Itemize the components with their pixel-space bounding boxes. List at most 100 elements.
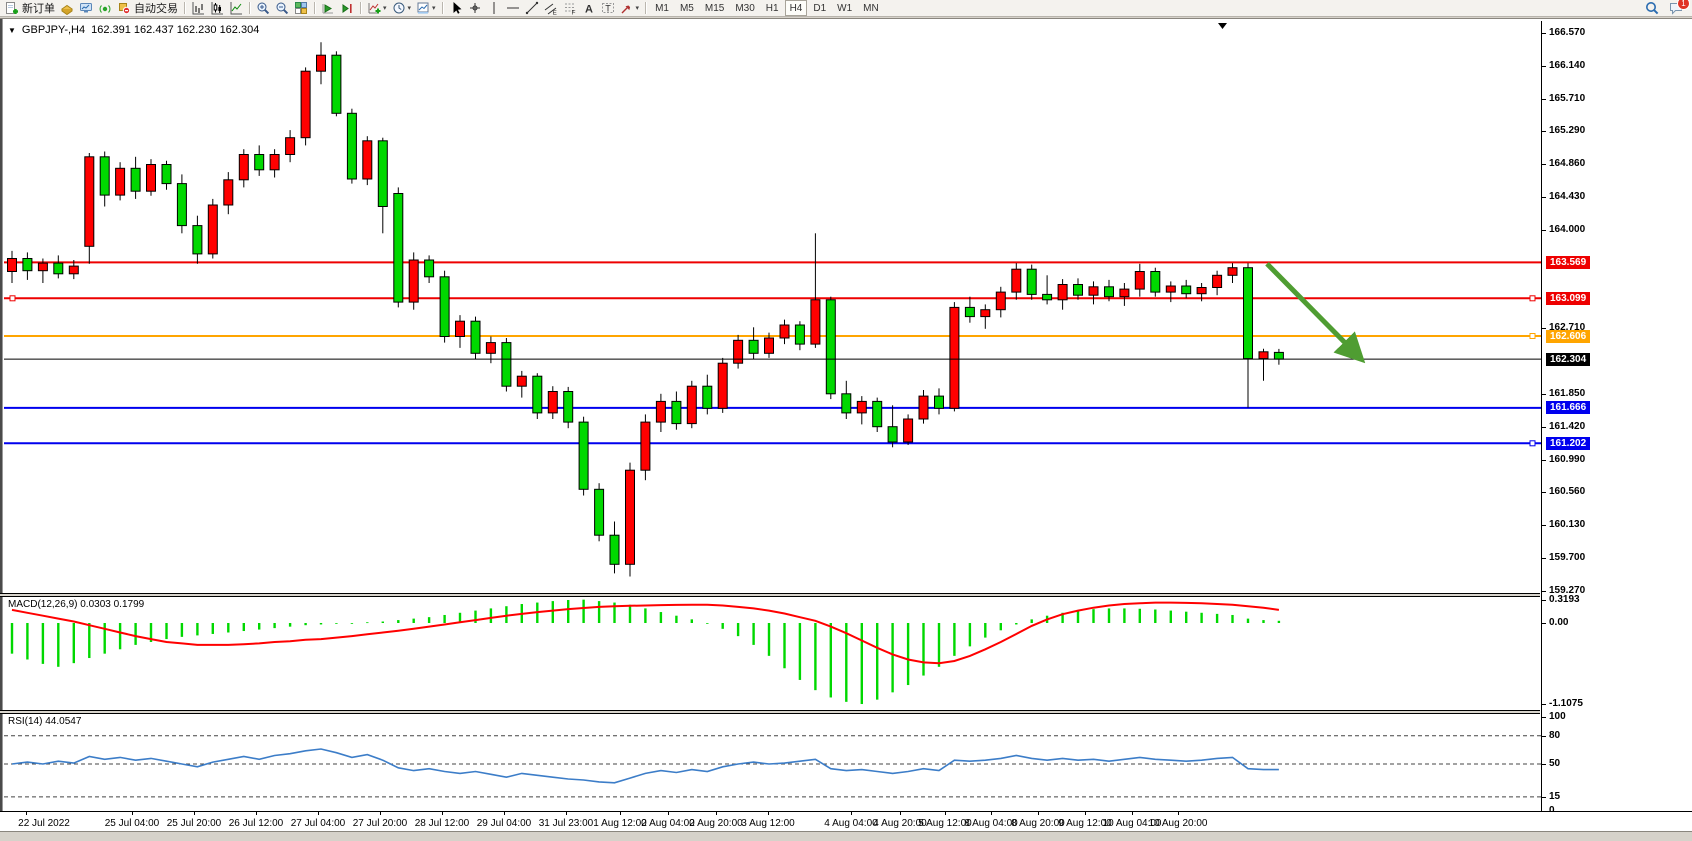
notification-badge: 1	[1677, 0, 1690, 10]
time-label: 31 Jul 23:00	[538, 818, 594, 829]
macd-histogram-bar	[304, 623, 307, 626]
rsi-tick-0: 0	[1549, 805, 1555, 816]
time-axis[interactable]: 22 Jul 2022 25 Jul 04:00 25 Jul 20:00 26 Ju…	[0, 811, 1692, 832]
time-label: 27 Jul 04:00	[290, 818, 346, 829]
timeframe-h1-button[interactable]: H1	[765, 2, 779, 14]
candle-body	[377, 140, 388, 207]
candle-body	[238, 154, 249, 181]
candle-body	[7, 258, 17, 272]
arrows-button[interactable]: ▾	[618, 1, 642, 16]
macd-histogram-bar	[1076, 610, 1080, 623]
line-handle[interactable]	[1529, 295, 1536, 302]
candle-body	[625, 469, 635, 565]
indicators-button[interactable]: ▾	[365, 1, 389, 16]
candle-body	[130, 167, 141, 192]
toolbar: 新订单 自动交易 ▾ ▾ ▾ E F A T ▾ M1 M5 M15 M30 H1 H4 D1 W1 MN 1	[0, 0, 1692, 17]
macd-histogram-bar	[675, 615, 678, 623]
axis-tick	[1542, 229, 1546, 231]
time-tick	[318, 812, 319, 815]
macd-histogram-bar	[41, 623, 45, 664]
candle-body	[872, 400, 883, 428]
axis-tick	[1542, 703, 1546, 705]
text-label-button[interactable]: T	[599, 1, 617, 16]
rsi-tick-15: 15	[1549, 790, 1561, 802]
timeframe-w1-button[interactable]: W1	[837, 2, 853, 14]
trend-arrow-annotation[interactable]	[1265, 262, 1366, 364]
autotrading-button[interactable]: 自动交易	[115, 1, 180, 16]
chart-line-button[interactable]	[227, 1, 245, 16]
text-button[interactable]: A	[580, 1, 598, 16]
market-watch-icon	[80, 3, 92, 13]
line-handle[interactable]	[1529, 333, 1536, 339]
macd-values: 0.0303 0.1799	[80, 599, 145, 610]
time-tick	[668, 812, 669, 815]
chart-line-icon	[230, 2, 242, 15]
pane-splitter[interactable]	[0, 593, 1540, 597]
macd-histogram-bar	[953, 623, 956, 656]
price-axis[interactable]: 166.570 166.140 165.710 165.290 164.860 164.4…	[1541, 21, 1692, 816]
rsi-pane[interactable]	[4, 714, 1541, 811]
equidistant-channel-button[interactable]: E	[542, 1, 560, 16]
chat-button[interactable]: 1	[1667, 0, 1690, 16]
line-handle[interactable]	[9, 295, 16, 302]
chart-bars-button[interactable]	[189, 1, 207, 16]
macd-histogram-bar	[57, 623, 60, 667]
svg-text:F: F	[571, 10, 575, 16]
fibonacci-button[interactable]: F	[561, 1, 579, 16]
chart-candles-button[interactable]	[208, 1, 226, 16]
time-label: 25 Jul 04:00	[104, 818, 160, 829]
candle-body	[1134, 271, 1145, 290]
axis-tick	[1542, 459, 1546, 461]
candle-body	[995, 291, 1006, 311]
macd-histogram-bar	[227, 623, 230, 633]
macd-histogram-bar	[149, 623, 153, 642]
horizontal-line-button[interactable]	[504, 1, 522, 16]
price-tick-159.270: 159.270	[1549, 585, 1586, 596]
templates-button[interactable]: ▾	[414, 1, 438, 16]
timeframe-mn-button[interactable]: MN	[863, 2, 879, 14]
svg-text:T: T	[605, 4, 611, 14]
timeframe-m1-button[interactable]: M1	[655, 2, 669, 14]
chart-collapse-icon[interactable]: ▼	[8, 25, 16, 35]
candle-body	[1181, 285, 1192, 295]
pane-splitter-2[interactable]	[0, 710, 1540, 714]
auto-scroll-icon	[322, 4, 333, 14]
horizontal-line-icon	[506, 7, 519, 9]
price-chart-pane[interactable]	[4, 21, 1541, 593]
new-order-button[interactable]: 新订单	[3, 1, 57, 16]
signals-button[interactable]	[96, 1, 114, 16]
crosshair-button[interactable]	[466, 1, 484, 16]
macd-histogram-bar	[26, 623, 29, 660]
trendline-button[interactable]	[523, 1, 541, 16]
candle-body	[1119, 288, 1130, 298]
macd-histogram-bar	[211, 623, 214, 634]
line-handle[interactable]	[1529, 440, 1536, 447]
cursor-button[interactable]	[447, 1, 465, 16]
timeframe-d1-button[interactable]: D1	[813, 2, 827, 14]
axis-tick	[1542, 735, 1546, 737]
zoom-out-button[interactable]	[273, 1, 291, 16]
profiles-button[interactable]	[58, 1, 76, 16]
macd-pane[interactable]	[4, 597, 1541, 710]
timeframe-m15-button[interactable]: M15	[704, 2, 725, 14]
trendline-icon	[525, 1, 538, 15]
price-tick-161.850: 161.850	[1549, 387, 1586, 399]
vertical-line-button[interactable]	[485, 1, 503, 16]
timeframe-m5-button[interactable]: M5	[679, 2, 694, 14]
macd-histogram-bar	[1015, 623, 1018, 625]
auto-scroll-button[interactable]	[319, 1, 337, 16]
macd-histogram-bar	[505, 606, 508, 623]
candle-body	[887, 426, 898, 443]
chart-shift-button[interactable]	[338, 1, 356, 16]
candle-body	[934, 395, 944, 409]
macd-histogram-bar	[180, 623, 184, 637]
timeframe-m30-button[interactable]: M30	[735, 2, 755, 14]
search-button[interactable]	[1643, 1, 1661, 16]
tile-windows-button[interactable]	[292, 1, 310, 16]
zoom-in-button[interactable]	[254, 1, 272, 16]
market-watch-button[interactable]	[77, 1, 95, 16]
candle-body	[764, 337, 774, 354]
timeframe-h4-button[interactable]: H4	[784, 0, 808, 16]
periods-button[interactable]: ▾	[390, 1, 414, 16]
macd-histogram-bar	[258, 623, 261, 630]
